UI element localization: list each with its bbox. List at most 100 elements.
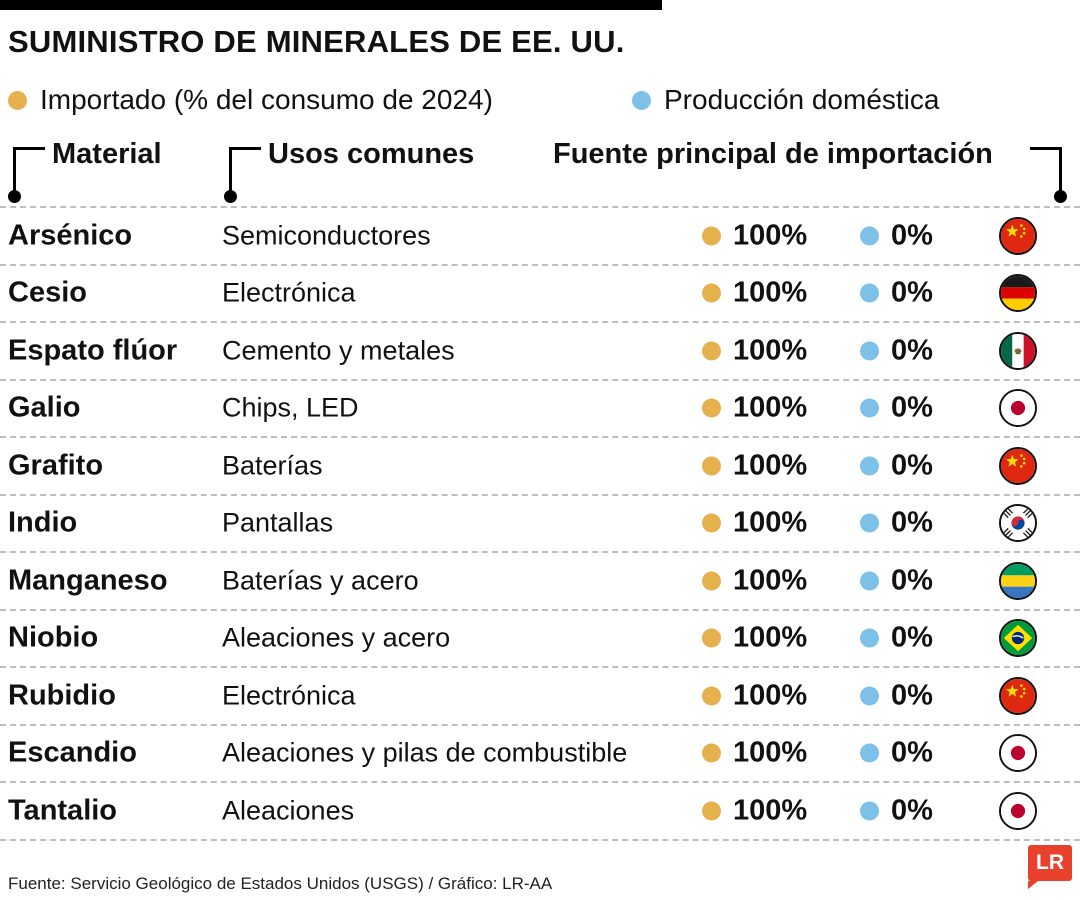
table-row: Arsénico Semiconductores 100% 0% — [0, 208, 1080, 266]
domestic-value: 0% — [860, 737, 933, 770]
imported-value: 100% — [702, 622, 807, 655]
table-row: Escandio Aleaciones y pilas de combustib… — [0, 726, 1080, 783]
legend-domestic: Producción doméstica — [632, 84, 939, 116]
material-name: Cesio — [8, 276, 87, 309]
domestic-percent: 0% — [891, 794, 933, 827]
table-rows: Arsénico Semiconductores 100% 0% Cesio E… — [0, 208, 1080, 841]
domestic-value: 0% — [860, 564, 933, 597]
table-row: Espato flúor Cemento y metales 100% 0% — [0, 323, 1080, 381]
column-header-material: Material — [52, 138, 162, 170]
material-name: Escandio — [8, 736, 137, 769]
domestic-dot-icon — [860, 283, 879, 303]
domestic-percent: 0% — [891, 276, 933, 309]
domestic-percent: 0% — [891, 334, 933, 367]
minerals-table: Arsénico Semiconductores 100% 0% Cesio E… — [0, 206, 1080, 841]
imported-dot-icon — [702, 513, 721, 533]
table-row: Tantalio Aleaciones 100% 0% — [0, 783, 1080, 841]
domestic-value: 0% — [860, 622, 933, 655]
material-uses: Pantallas — [222, 507, 334, 538]
imported-percent: 100% — [733, 794, 808, 827]
japan-flag-icon — [999, 734, 1037, 773]
imported-dot-icon — [702, 801, 721, 821]
imported-value: 100% — [702, 449, 807, 482]
imported-dot-icon — [702, 398, 721, 418]
imported-dot-icon — [702, 571, 721, 591]
material-uses: Baterías — [222, 450, 323, 481]
imported-value: 100% — [702, 334, 807, 367]
imported-value: 100% — [702, 737, 807, 770]
domestic-value: 0% — [860, 794, 933, 827]
domestic-dot-icon — [860, 513, 879, 533]
material-name: Niobio — [8, 621, 99, 654]
domestic-dot-icon — [860, 628, 879, 648]
south-korea-flag-icon — [999, 504, 1037, 543]
imported-percent: 100% — [733, 506, 808, 539]
domestic-dot-icon — [860, 801, 879, 821]
imported-dot-icon — [8, 90, 27, 110]
imported-percent: 100% — [733, 736, 808, 769]
imported-percent: 100% — [733, 679, 808, 712]
china-flag-icon — [999, 446, 1037, 485]
legend-domestic-label: Producción doméstica — [664, 84, 940, 115]
domestic-percent: 0% — [891, 564, 933, 597]
table-row: Rubidio Electrónica 100% 0% — [0, 668, 1080, 726]
material-name: Arsénico — [8, 219, 133, 252]
china-flag-icon — [999, 676, 1037, 715]
imported-percent: 100% — [733, 219, 808, 252]
material-name: Rubidio — [8, 679, 116, 712]
imported-dot-icon — [702, 456, 721, 476]
domestic-percent: 0% — [891, 621, 933, 654]
domestic-percent: 0% — [891, 736, 933, 769]
domestic-value: 0% — [860, 219, 933, 252]
material-uses: Semiconductores — [222, 220, 431, 251]
imported-value: 100% — [702, 277, 807, 310]
material-uses: Electrónica — [222, 680, 356, 711]
domestic-value: 0% — [860, 507, 933, 540]
table-row: Cesio Electrónica 100% 0% — [0, 266, 1080, 323]
mexico-flag-icon — [999, 331, 1037, 370]
imported-percent: 100% — [733, 621, 808, 654]
domestic-percent: 0% — [891, 506, 933, 539]
material-name: Espato flúor — [8, 334, 178, 367]
column-header-source: Fuente principal de importación — [553, 138, 993, 170]
imported-dot-icon — [702, 226, 721, 246]
domestic-value: 0% — [860, 277, 933, 310]
domestic-value: 0% — [860, 449, 933, 482]
material-name: Indio — [8, 506, 78, 539]
table-row: Manganeso Baterías y acero 100% 0% — [0, 553, 1080, 611]
material-uses: Aleaciones y acero — [222, 622, 451, 653]
material-name: Grafito — [8, 449, 104, 482]
domestic-dot-icon — [860, 743, 879, 763]
imported-dot-icon — [702, 628, 721, 648]
connector-uses-icon — [224, 147, 261, 203]
material-uses: Baterías y acero — [222, 565, 419, 596]
japan-flag-icon — [999, 389, 1037, 428]
legend-imported-label: Importado (% del consumo de 2024) — [40, 84, 493, 115]
domestic-percent: 0% — [891, 219, 933, 252]
page-title: SUMINISTRO DE MINERALES DE EE. UU. — [8, 24, 625, 59]
material-uses: Chips, LED — [222, 392, 359, 423]
material-name: Manganeso — [8, 564, 168, 597]
material-uses: Aleaciones y pilas de combustible — [222, 737, 628, 768]
table-row: Galio Chips, LED 100% 0% — [0, 381, 1080, 438]
connector-source-icon — [1030, 147, 1067, 203]
imported-value: 100% — [702, 219, 807, 252]
material-name: Tantalio — [8, 794, 118, 827]
imported-percent: 100% — [733, 334, 808, 367]
material-uses: Cemento y metales — [222, 335, 455, 366]
legend-imported: Importado (% del consumo de 2024) — [8, 84, 493, 116]
connector-material-icon — [8, 147, 45, 203]
imported-value: 100% — [702, 507, 807, 540]
table-row: Indio Pantallas 100% 0% — [0, 496, 1080, 553]
source-credit: Fuente: Servicio Geológico de Estados Un… — [8, 874, 553, 893]
material-uses: Electrónica — [222, 277, 356, 308]
gabon-flag-icon — [999, 561, 1037, 600]
domestic-value: 0% — [860, 392, 933, 425]
imported-percent: 100% — [733, 391, 808, 424]
imported-dot-icon — [702, 686, 721, 706]
imported-value: 100% — [702, 794, 807, 827]
domestic-dot-icon — [860, 226, 879, 246]
imported-percent: 100% — [733, 449, 808, 482]
lr-logo: LR — [1028, 845, 1072, 889]
domestic-dot-icon — [860, 456, 879, 476]
